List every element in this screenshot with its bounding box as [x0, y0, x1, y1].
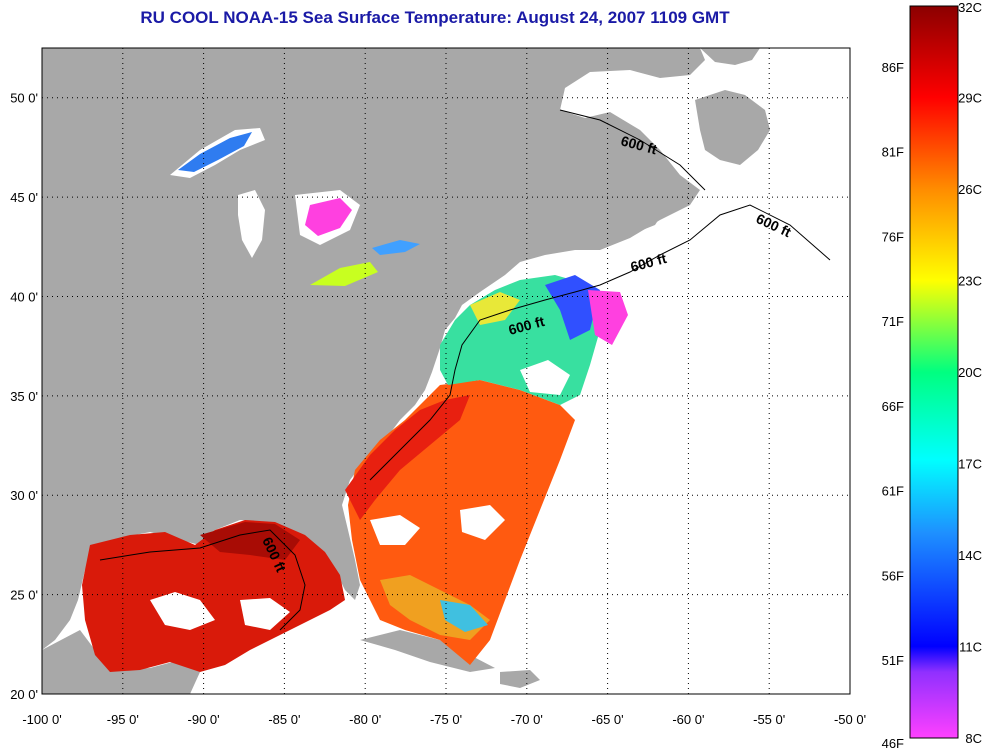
- legend-fahrenheit-label: 76F: [882, 229, 904, 244]
- x-tick-label: -100 0': [22, 712, 61, 727]
- legend-fahrenheit-ticks: 86F 81F 76F 71F 66F 61F 56F 51F 46F: [882, 60, 904, 751]
- labrador: [700, 48, 760, 65]
- land-mass: [42, 48, 705, 650]
- x-tick-label: -60 0': [672, 712, 704, 727]
- y-tick-label: 30 0': [10, 488, 38, 503]
- x-tick-label: -95 0': [107, 712, 139, 727]
- slope-magenta: [588, 290, 628, 345]
- legend-fahrenheit-label: 71F: [882, 314, 904, 329]
- cuba: [360, 630, 495, 672]
- y-tick-label: 35 0': [10, 389, 38, 404]
- legend-fahrenheit-label: 51F: [882, 653, 904, 668]
- nova-scotia: [585, 195, 665, 240]
- x-tick-label: -65 0': [592, 712, 624, 727]
- legend-fahrenheit-label: 86F: [882, 60, 904, 75]
- lake-michigan: [238, 190, 265, 258]
- y-tick-label: 25 0': [10, 588, 38, 603]
- legend-celsius-label: 20C: [958, 365, 982, 380]
- slope-cold: [545, 275, 600, 340]
- x-tick-label: -55 0': [753, 712, 785, 727]
- atlantic-clouds-2: [460, 505, 505, 540]
- gulf-clouds-2: [240, 598, 290, 630]
- x-tick-label: -85 0': [268, 712, 300, 727]
- y-tick-label: 50 0': [10, 91, 38, 106]
- legend-celsius-label: 26C: [958, 182, 982, 197]
- lake-superior-sst: [178, 132, 252, 172]
- legend-celsius-label: 11C: [959, 640, 982, 655]
- legend-celsius-label: 29C: [958, 91, 982, 106]
- y-axis: 50 0' 45 0' 40 0' 35 0' 30 0' 25 0' 20 0': [10, 91, 38, 702]
- map-title: RU COOL NOAA-15 Sea Surface Temperature:…: [140, 8, 730, 27]
- contour-600ft-gulf: [99, 529, 306, 631]
- y-tick-label: 40 0': [10, 289, 38, 304]
- shelf-yellow: [470, 292, 520, 325]
- yucatan: [42, 630, 200, 694]
- legend-fahrenheit-label: 56F: [882, 568, 904, 583]
- gulfstream-red: [345, 395, 470, 520]
- legend-celsius-label: 17C: [958, 457, 982, 472]
- legend-fahrenheit-label: 46F: [882, 736, 904, 751]
- legend-fahrenheit-label: 66F: [882, 399, 904, 414]
- bahamas-cyan: [440, 600, 488, 632]
- y-tick-label: 45 0': [10, 190, 38, 205]
- x-tick-label: -75 0': [430, 712, 462, 727]
- legend-fahrenheit-label: 61F: [882, 484, 904, 499]
- lake-ontario: [372, 240, 420, 255]
- legend-colorbar: [909, 5, 959, 739]
- lake-huron-sst: [305, 198, 352, 236]
- gulf-dark: [200, 522, 300, 560]
- plot-frame: [41, 47, 851, 695]
- x-axis: -100 0' -95 0' -90 0' -85 0' -80 0' -75 0' -70…: [22, 712, 866, 727]
- contour-600ft-atlantic: [369, 204, 831, 481]
- legend-celsius-label: 23C: [958, 274, 982, 289]
- legend-fahrenheit-label: 81F: [882, 145, 904, 160]
- legend-celsius-ticks: 32C 29C 26C 23C 20C 17C 14C 11C 8C: [958, 0, 982, 746]
- newfoundland: [695, 90, 770, 165]
- legend-celsius-label: 8C: [965, 731, 982, 746]
- x-tick-label: -50 0': [834, 712, 866, 727]
- legend-celsius-label: 32C: [958, 0, 982, 15]
- x-tick-label: -90 0': [188, 712, 220, 727]
- atlantic-clouds: [370, 515, 420, 545]
- y-tick-label: 20 0': [10, 687, 38, 702]
- legend-celsius-label: 14C: [958, 548, 982, 563]
- shelf-clouds: [520, 360, 570, 395]
- x-tick-label: -70 0': [511, 712, 543, 727]
- gulf-clouds: [150, 592, 215, 630]
- lake-erie: [310, 262, 378, 286]
- x-tick-label: -80 0': [349, 712, 381, 727]
- hispaniola: [500, 670, 540, 688]
